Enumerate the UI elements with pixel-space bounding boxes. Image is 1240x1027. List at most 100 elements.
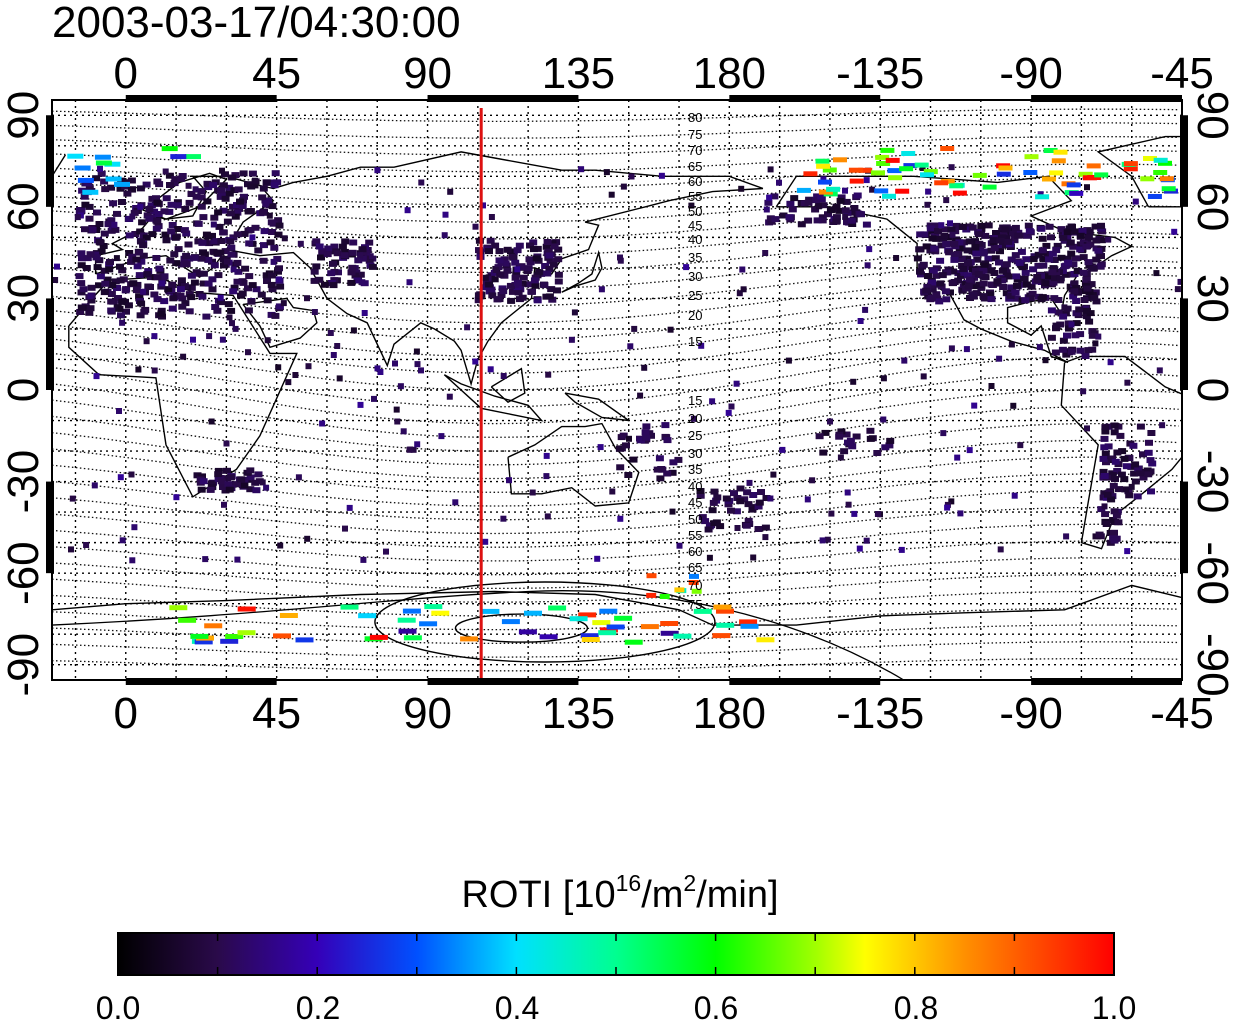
roti-cell [197,486,206,493]
roti-cell [239,170,248,177]
roti-cell [513,247,522,254]
contour-line [52,287,1179,341]
roti-cell [1128,483,1135,490]
roti-cell [223,218,232,225]
colorbar-title: ROTI [1016/m2/min] [461,870,779,916]
roti-cell [348,264,357,271]
roti-cell [1067,348,1076,355]
roti-cell [919,165,926,171]
roti-cell [493,267,500,273]
roti-cell [1084,259,1093,266]
roti-cell [803,171,818,177]
lat-tick-label-right: -90 [1188,633,1237,697]
roti-cell [622,442,630,449]
roti-cell [1174,286,1181,293]
roti-cell [927,228,936,235]
roti-cell [77,177,94,183]
roti-cell [740,623,759,629]
roti-cell [893,255,900,261]
contour-label: 75 [688,127,702,142]
roti-cell [227,251,236,258]
roti-cell [139,252,148,259]
roti-cell [111,226,120,233]
roti-cell [710,488,719,495]
roti-cell [1139,474,1148,481]
roti-cell [620,183,627,190]
roti-cell [1060,263,1069,270]
roti-cell [221,487,230,494]
colorbar-tick-label: 1.0 [1091,990,1137,1026]
roti-cell [959,239,968,246]
lon-tick-label-bottom: 0 [114,689,138,738]
roti-cell [1097,222,1105,229]
roti-cell [660,621,679,626]
roti-cell [116,263,124,270]
roti-cell [329,260,337,267]
contour-label: 30 [688,446,702,461]
roti-cell [1048,250,1057,257]
roti-cell [915,246,924,253]
roti-cell [1113,449,1122,456]
roti-cell [530,277,539,284]
roti-cell [460,636,479,642]
roti-cell [640,624,659,630]
roti-cell [736,290,743,297]
roti-cell [888,175,903,181]
roti-cell [1008,341,1015,348]
roti-cell [81,226,89,233]
roti-cell [1067,250,1076,257]
roti-cell [663,437,672,444]
roti-cell [193,472,202,479]
roti-cell [170,251,179,258]
roti-cell [108,282,117,288]
roti-cell [92,175,101,182]
roti-cell [87,284,96,291]
roti-cell [776,179,782,186]
roti-cell [1024,222,1033,229]
roti-cell [920,231,929,238]
roti-cell [1110,537,1119,544]
roti-cell [353,277,362,284]
roti-cell [495,257,504,264]
roti-cell [263,297,272,304]
roti-cell [1004,273,1013,280]
roti-cell [1013,282,1021,289]
roti-cell [297,240,304,247]
contour-label: 35 [688,462,702,477]
roti-cell [276,283,285,290]
roti-cell [150,291,159,298]
roti-cell [488,214,495,220]
roti-cell [153,199,162,206]
roti-cell [204,623,223,629]
roti-cell [464,324,471,331]
roti-cell [809,477,816,484]
coastline [564,392,630,422]
roti-cell [924,201,931,208]
roti-cell [142,234,151,241]
roti-cell [1043,280,1052,287]
roti-cell [336,375,343,382]
roti-cell [1082,276,1091,283]
roti-cell [963,346,970,353]
roti-cell [247,183,256,190]
roti-cell [501,619,520,625]
roti-cell [104,161,121,167]
roti-cell [217,299,225,306]
roti-cell [259,479,266,486]
roti-cell [932,272,941,279]
roti-cell [1131,478,1140,485]
roti-cell [507,297,516,304]
roti-cell [204,280,213,287]
roti-cell [727,507,735,514]
roti-cell [762,534,769,541]
roti-cell [606,624,625,630]
roti-cell [876,161,891,166]
contour-line [52,218,1179,257]
roti-cell [1013,276,1022,283]
roti-cell [1090,294,1099,301]
roti-cell [999,284,1008,290]
roti-cell [1023,232,1032,239]
roti-cell [229,234,238,241]
roti-cell [155,265,164,272]
roti-cell [334,343,341,349]
